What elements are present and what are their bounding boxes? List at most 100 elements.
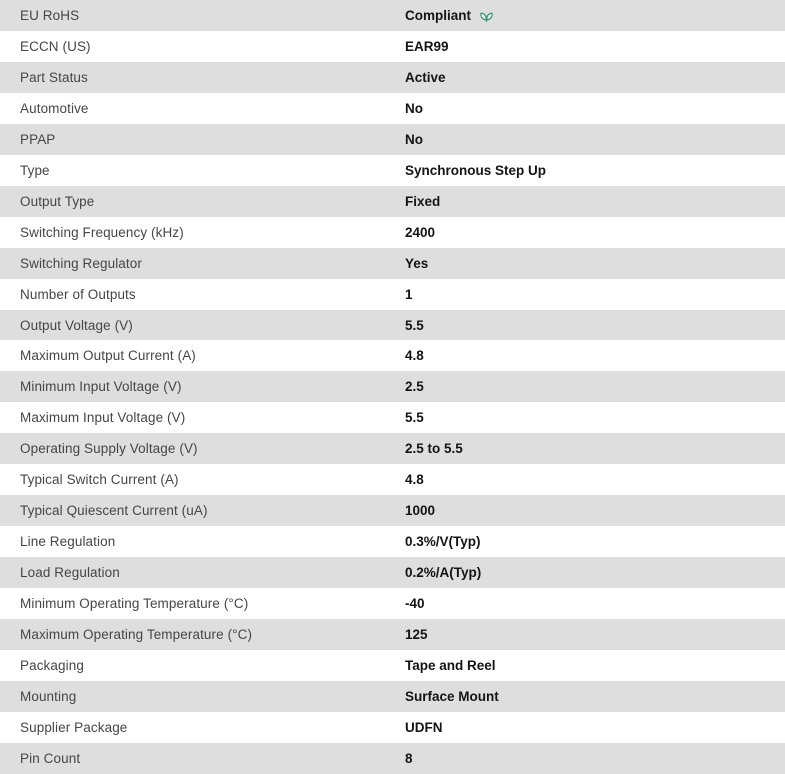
spec-row: Operating Supply Voltage (V) 2.5 to 5.5 [0,433,785,465]
spec-row: Automotive No [0,92,785,124]
spec-value: Fixed [405,194,785,209]
spec-value-text: 0.2%/A(Typ) [405,565,482,581]
spec-label: Minimum Operating Temperature (°C) [20,596,249,612]
spec-value: Tape and Reel [405,658,785,673]
spec-label: Part Status [20,69,88,85]
spec-value-text: No [405,131,423,147]
spec-label: Switching Frequency (kHz) [20,224,184,240]
spec-value: 2.5 to 5.5 [405,441,785,456]
spec-label: Supplier Package [20,719,128,735]
spec-row: Typical Switch Current (A) 4.8 [0,464,785,496]
spec-label: Typical Switch Current (A) [20,472,179,488]
spec-value: Synchronous Step Up [405,163,785,178]
spec-value: 0.2%/A(Typ) [405,565,785,580]
spec-value-text: 4.8 [405,472,424,488]
spec-value-text: Surface Mount [405,688,499,704]
spec-row: Minimum Input Voltage (V) 2.5 [0,371,785,403]
spec-value: 5.5 [405,318,785,333]
spec-row: Maximum Output Current (A) 4.8 [0,340,785,372]
spec-value-text: No [405,100,423,116]
spec-value: 4.8 [405,348,785,363]
spec-value-text: 5.5 [405,317,424,333]
spec-value: 0.3%/V(Typ) [405,534,785,549]
spec-label: Packaging [20,657,84,673]
spec-value-text: EAR99 [405,38,449,54]
spec-row: Switching Frequency (kHz) 2400 [0,216,785,248]
spec-row: Supplier Package UDFN [0,711,785,743]
spec-row: Pin Count 8 [0,742,785,774]
spec-label: Type [20,162,50,178]
spec-label: ECCN (US) [20,38,91,54]
spec-label: Pin Count [20,750,81,766]
spec-label: Operating Supply Voltage (V) [20,441,198,457]
spec-value-text: 1000 [405,503,436,519]
spec-label: Load Regulation [20,565,120,581]
spec-value-text: 4.8 [405,348,424,364]
spec-value: 4.8 [405,472,785,487]
spec-value: Compliant [405,8,785,23]
spec-value-text: Compliant [405,7,471,23]
spec-row: Part Status Active [0,61,785,93]
spec-label: Mounting [20,688,77,704]
spec-row: Output Type Fixed [0,185,785,217]
spec-label: Typical Quiescent Current (uA) [20,503,208,519]
spec-value: 2400 [405,225,785,240]
spec-row: PPAP No [0,123,785,155]
spec-row: Switching Regulator Yes [0,247,785,279]
spec-label: Maximum Operating Temperature (°C) [20,627,253,643]
spec-row: Maximum Operating Temperature (°C) 125 [0,619,785,651]
spec-value: 5.5 [405,410,785,425]
spec-value-text: 2.5 to 5.5 [405,441,463,457]
spec-value: 1 [405,287,785,302]
spec-row: Minimum Operating Temperature (°C) -40 [0,588,785,620]
spec-value-text: 1 [405,286,413,302]
spec-value: Active [405,70,785,85]
spec-label: PPAP [20,131,56,147]
spec-row: Line Regulation 0.3%/V(Typ) [0,526,785,558]
spec-label: Output Voltage (V) [20,317,133,333]
spec-value: No [405,101,785,116]
spec-row: Mounting Surface Mount [0,680,785,712]
spec-value-text: UDFN [405,719,443,735]
spec-label: Line Regulation [20,534,116,550]
spec-value-text: Yes [405,255,429,271]
spec-row: ECCN (US) EAR99 [0,30,785,62]
spec-value-text: 0.3%/V(Typ) [405,534,481,550]
spec-row: Load Regulation 0.2%/A(Typ) [0,557,785,589]
spec-value-text: Active [405,69,446,85]
spec-label: Number of Outputs [20,286,136,302]
spec-value: UDFN [405,720,785,735]
spec-value-text: 125 [405,627,428,643]
spec-value-text: Fixed [405,193,441,209]
spec-value: 2.5 [405,379,785,394]
spec-label: Automotive [20,100,89,116]
spec-value: -40 [405,596,785,611]
spec-value: Surface Mount [405,689,785,704]
spec-value-text: 2.5 [405,379,424,395]
spec-value-text: Tape and Reel [405,657,496,673]
spec-value-text: -40 [405,596,425,612]
spec-value-text: Synchronous Step Up [405,162,547,178]
spec-label: Switching Regulator [20,255,142,271]
spec-value: EAR99 [405,39,785,54]
spec-value: 125 [405,627,785,642]
spec-row: Maximum Input Voltage (V) 5.5 [0,402,785,434]
spec-value: 8 [405,751,785,766]
spec-label: Output Type [20,193,95,209]
spec-value: No [405,132,785,147]
spec-row: EU RoHS Compliant [0,0,785,31]
leaf-icon [479,8,494,23]
spec-row: Type Synchronous Step Up [0,154,785,186]
spec-value: Yes [405,256,785,271]
spec-row: Packaging Tape and Reel [0,650,785,681]
spec-row: Output Voltage (V) 5.5 [0,309,785,341]
spec-label: Minimum Input Voltage (V) [20,379,182,395]
spec-value: 1000 [405,503,785,518]
spec-value-text: 2400 [405,224,436,240]
spec-label: Maximum Output Current (A) [20,348,196,364]
spec-value-text: 5.5 [405,410,424,426]
spec-label: Maximum Input Voltage (V) [20,410,186,426]
spec-value-text: 8 [405,750,413,766]
spec-row: Typical Quiescent Current (uA) 1000 [0,495,785,527]
